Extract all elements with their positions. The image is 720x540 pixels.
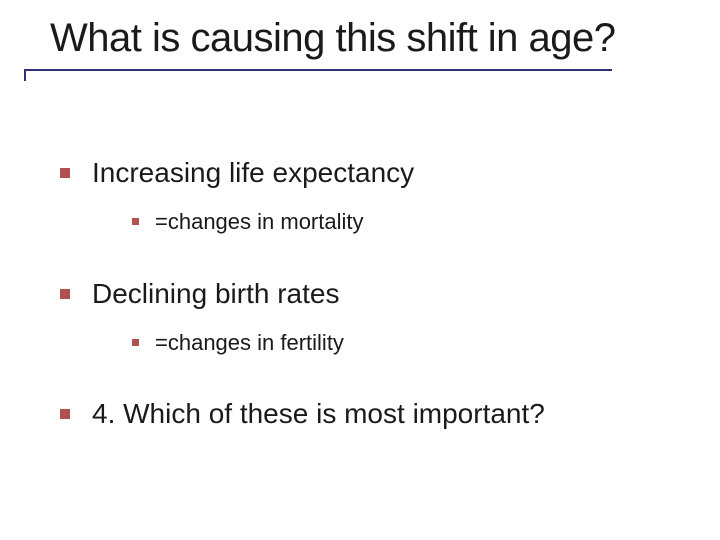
slide: What is causing this shift in age? Incre… <box>0 0 720 540</box>
square-bullet-icon <box>60 409 70 419</box>
square-bullet-icon <box>60 168 70 178</box>
sub-bullet-item: =changes in fertility <box>132 329 660 357</box>
square-bullet-icon <box>132 218 139 225</box>
bullet-text: 4. Which of these is most important? <box>92 396 545 431</box>
bullet-item: 4. Which of these is most important? <box>60 396 660 431</box>
sub-bullet-item: =changes in mortality <box>132 208 660 236</box>
title-underline <box>24 69 612 71</box>
slide-title: What is causing this shift in age? <box>50 16 670 61</box>
title-block: What is causing this shift in age? <box>50 16 670 71</box>
title-underline-tick <box>24 71 26 81</box>
square-bullet-icon <box>60 289 70 299</box>
bullet-item: Increasing life expectancy <box>60 155 660 190</box>
slide-body: Increasing life expectancy =changes in m… <box>60 155 660 431</box>
sub-bullet-text: =changes in fertility <box>155 329 344 357</box>
sub-bullet-text: =changes in mortality <box>155 208 364 236</box>
square-bullet-icon <box>132 339 139 346</box>
spacer <box>60 190 660 208</box>
bullet-text: Increasing life expectancy <box>92 155 414 190</box>
bullet-text: Declining birth rates <box>92 276 339 311</box>
spacer <box>60 311 660 329</box>
spacer <box>60 356 660 396</box>
spacer <box>60 236 660 276</box>
bullet-item: Declining birth rates <box>60 276 660 311</box>
